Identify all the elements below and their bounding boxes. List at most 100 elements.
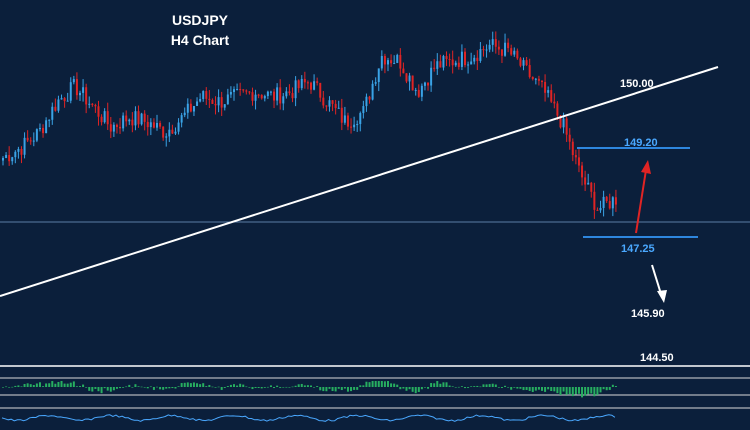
candle-body [423, 82, 426, 86]
candle-body [534, 78, 537, 80]
candle [69, 77, 72, 104]
candle-body [346, 115, 349, 127]
candle-body [32, 140, 35, 142]
histogram-bar [122, 387, 125, 388]
candle [183, 107, 186, 118]
candle [550, 84, 553, 104]
candle [479, 42, 482, 63]
histogram-bar [119, 387, 122, 389]
histogram-bar [350, 387, 353, 392]
candle [439, 54, 442, 68]
candle-body [85, 87, 88, 105]
candle-body [202, 91, 205, 99]
candle [103, 108, 106, 124]
candle [189, 99, 192, 113]
candle-body [276, 87, 279, 101]
candle [590, 181, 593, 198]
candle [577, 149, 580, 173]
candle-body [134, 111, 137, 126]
histogram-bar [383, 381, 386, 387]
histogram-bar [522, 387, 525, 391]
histogram-bar [248, 387, 251, 388]
histogram-bar [451, 386, 454, 387]
histogram-bar [460, 386, 463, 387]
histogram-bar [82, 384, 85, 387]
candle-body [171, 129, 174, 134]
candle-body [343, 115, 346, 123]
candle [79, 90, 81, 101]
histogram-bar [14, 385, 17, 387]
histogram-bar [491, 383, 494, 387]
candle [488, 39, 491, 53]
candle-body [294, 80, 297, 99]
histogram-bar [467, 387, 470, 388]
candle-body [528, 65, 531, 77]
candle-body [411, 75, 414, 91]
histogram-bar [54, 383, 57, 387]
histogram-bar [408, 387, 411, 390]
histogram-bar [343, 387, 346, 389]
candle [510, 44, 513, 56]
candle [8, 146, 11, 166]
candle-body [405, 73, 408, 82]
candle-body [236, 89, 239, 91]
candle-body [226, 94, 229, 105]
candle [537, 75, 540, 86]
candle [288, 84, 291, 96]
candle [343, 106, 346, 125]
histogram-bar [109, 387, 112, 392]
histogram-bar [156, 386, 158, 388]
candle-body [537, 78, 540, 81]
candle-body [602, 196, 605, 208]
histogram-bar [177, 386, 180, 387]
histogram-bar [497, 387, 500, 388]
candle-body [248, 91, 251, 93]
histogram-bar [279, 387, 282, 388]
candle-body [541, 80, 543, 83]
histogram-bar [464, 387, 466, 389]
candle [273, 88, 276, 109]
candle-body [488, 44, 491, 50]
candle-body [38, 127, 41, 130]
histogram-bar [242, 384, 245, 387]
candle-body [279, 87, 282, 104]
histogram-bar [115, 387, 118, 389]
candle-body [494, 39, 497, 47]
candle [254, 89, 257, 110]
candle [393, 55, 396, 65]
candle-body [390, 60, 393, 64]
candle [547, 86, 550, 98]
candle [605, 195, 608, 204]
candle [236, 83, 239, 91]
histogram-bar [325, 387, 328, 392]
candle [82, 79, 85, 102]
candle [85, 83, 88, 114]
candle-body [593, 191, 596, 210]
candle [553, 93, 556, 109]
candle [430, 61, 433, 92]
candle-body [288, 91, 291, 94]
histogram-bar [300, 383, 303, 387]
candle [17, 146, 20, 159]
candle [519, 56, 522, 68]
candle-body [454, 62, 457, 66]
candle [97, 100, 100, 126]
histogram-bar [257, 387, 260, 388]
histogram-bar [445, 382, 448, 387]
candle [192, 105, 195, 116]
histogram-bar [149, 386, 152, 388]
histogram-bar [165, 387, 168, 389]
histogram-bar [223, 387, 226, 388]
candle-body [340, 107, 343, 123]
candle-body [476, 57, 479, 61]
histogram-bar [328, 387, 331, 389]
candle [433, 59, 436, 72]
histogram-bar [399, 387, 402, 390]
histogram-bar [211, 386, 214, 388]
candle-body [596, 209, 599, 211]
candle [408, 72, 411, 91]
candle-body [577, 157, 580, 166]
histogram-bar [51, 381, 54, 387]
candle-body [568, 134, 571, 142]
